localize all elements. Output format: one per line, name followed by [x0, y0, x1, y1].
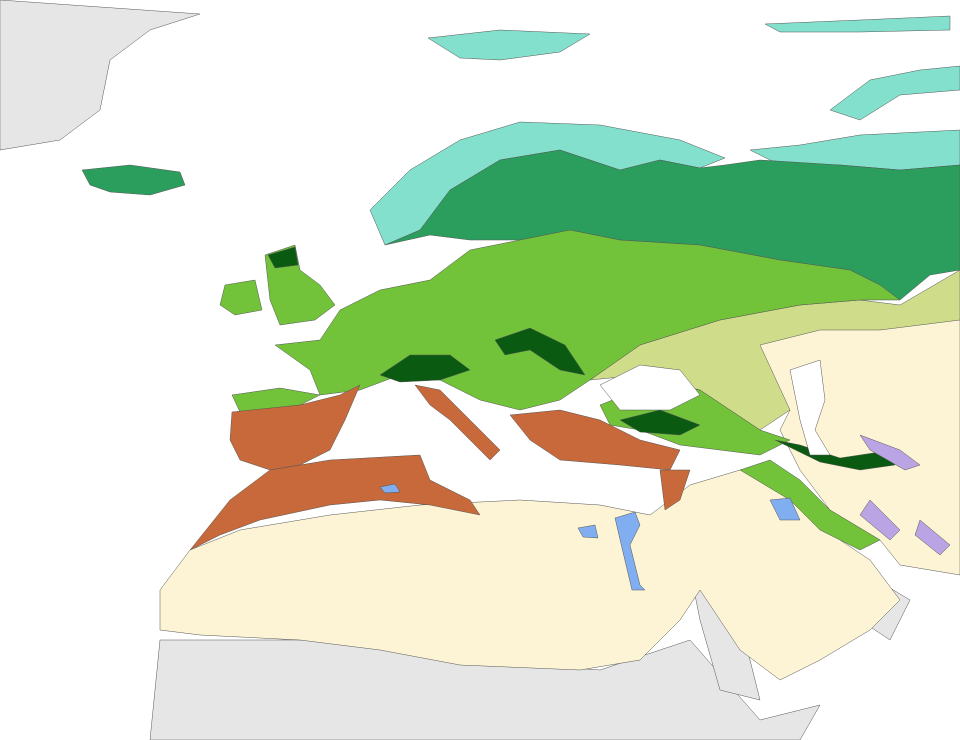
zagros-forest — [739, 459, 881, 551]
greenland — [0, 0, 201, 151]
levant-mediterranean — [659, 469, 691, 511]
franz-josef-land — [764, 15, 951, 33]
novaya-zemlya — [829, 65, 960, 121]
iberian-north-coast — [231, 387, 321, 413]
iberia-mediterranean — [229, 384, 361, 471]
nile-delta-and-valley — [614, 511, 646, 591]
black-sea — [599, 364, 701, 411]
north-africa-mediterranean — [189, 454, 481, 551]
carpathians-conifer — [494, 327, 586, 376]
italy-balkans-mediterranean — [414, 384, 681, 471]
shatt-wetlands — [379, 483, 801, 539]
caspian-sea — [789, 359, 831, 456]
svalbard — [427, 29, 591, 61]
iceland — [81, 164, 186, 196]
alps-conifer — [379, 354, 471, 383]
scottish-highlands-conifer — [267, 246, 299, 269]
iranian-plateau-montane — [859, 434, 951, 556]
british-isles — [219, 244, 336, 326]
